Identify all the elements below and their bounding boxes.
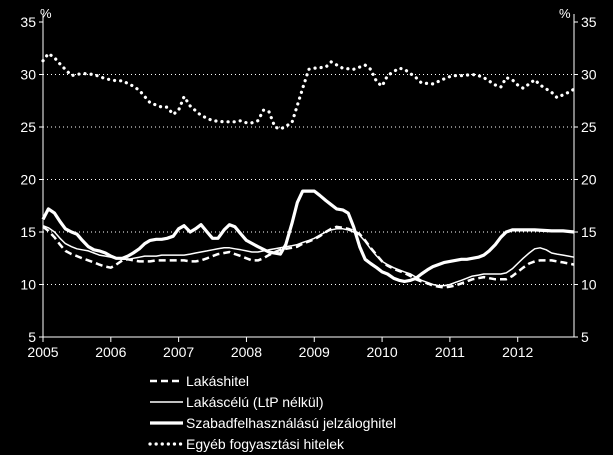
axes xyxy=(42,14,575,338)
y-tick-label-right-35: 35 xyxy=(581,14,597,30)
x-axis: 2005 2006 2007 2008 2009 2010 2011 2012 xyxy=(27,337,533,360)
y-tick-label-left-30: 30 xyxy=(20,67,36,83)
legend-label-2: Lakáscélú (LtP nélkül) xyxy=(186,394,323,410)
y-tick-label-left-35: 35 xyxy=(20,14,36,30)
y-tick-label-right-10: 10 xyxy=(581,277,597,293)
series-line-2 xyxy=(42,225,575,287)
legend-label-3: Szabadfelhasználású jelzáloghitel xyxy=(186,415,396,431)
legend-label-4: Egyéb fogyasztási hitelek xyxy=(186,436,345,452)
legend: Lakáshitel Lakáscélú (LtP nélkül) Szabadfe… xyxy=(148,373,396,452)
x-tick-label-2010: 2010 xyxy=(367,344,398,360)
y-tick-label-left-15: 15 xyxy=(20,224,36,240)
series-line-3 xyxy=(41,189,575,283)
unit-label-right: % xyxy=(559,6,571,21)
x-tick-label-2008: 2008 xyxy=(231,344,262,360)
y-tick-label-left-10: 10 xyxy=(20,277,36,293)
y-axis-right: 5 10 15 20 25 30 35 xyxy=(574,14,597,345)
y-axis-left: 5 10 15 20 25 30 35 xyxy=(20,14,43,345)
y-tick-label-right-30: 30 xyxy=(581,67,597,83)
legend-label-1: Lakáshitel xyxy=(186,373,249,389)
y-tick-label-left-25: 25 xyxy=(20,119,36,135)
unit-label-left: % xyxy=(40,6,52,21)
y-tick-label-right-5: 5 xyxy=(581,329,589,345)
x-tick-label-2009: 2009 xyxy=(299,344,330,360)
grid-lines xyxy=(43,74,574,285)
y-tick-label-left-20: 20 xyxy=(20,172,36,188)
series-line-4 xyxy=(41,51,576,131)
y-tick-label-left-5: 5 xyxy=(28,329,36,345)
y-tick-label-right-25: 25 xyxy=(581,119,597,135)
x-tick-label-2005: 2005 xyxy=(27,344,58,360)
x-tick-label-2006: 2006 xyxy=(95,344,126,360)
y-tick-label-right-20: 20 xyxy=(581,172,597,188)
series-lines xyxy=(41,51,576,289)
x-tick-label-2012: 2012 xyxy=(502,344,533,360)
series-line-1 xyxy=(42,225,575,289)
x-tick-label-2011: 2011 xyxy=(435,344,465,360)
y-tick-label-right-15: 15 xyxy=(581,224,597,240)
x-tick-label-2007: 2007 xyxy=(163,344,194,360)
